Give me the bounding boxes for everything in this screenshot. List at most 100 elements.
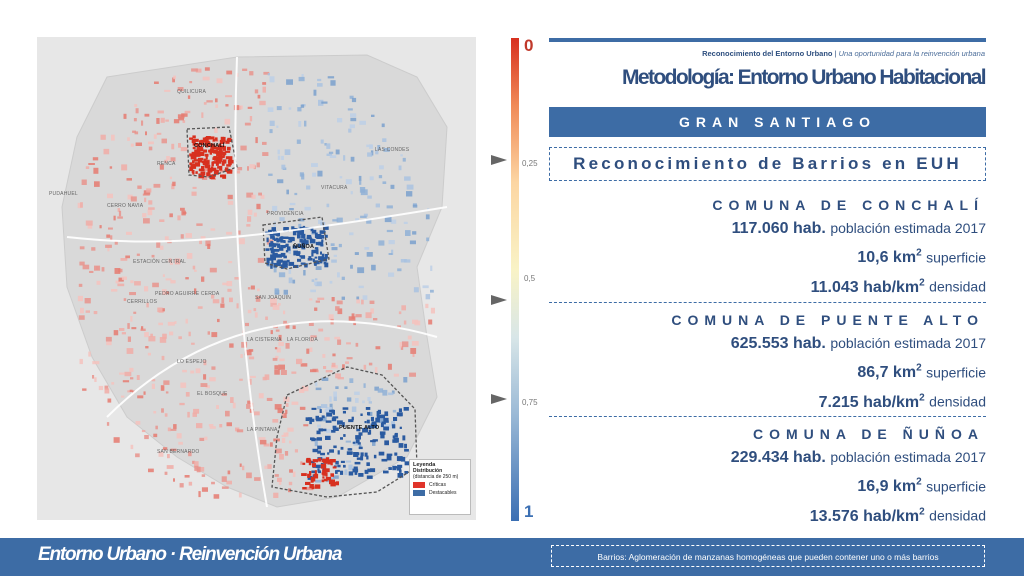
map-highlight-block xyxy=(311,249,317,253)
map-block xyxy=(106,234,111,238)
map-highlight-block xyxy=(212,161,218,164)
map-block xyxy=(246,472,252,479)
map-highlight-block xyxy=(335,460,339,465)
map-highlight-block xyxy=(383,417,389,422)
map-block xyxy=(391,421,395,427)
map-block xyxy=(320,139,324,144)
map-highlight-block xyxy=(318,241,324,246)
color-scale-bar xyxy=(511,38,519,521)
map-block xyxy=(270,302,277,307)
map-block xyxy=(292,279,296,284)
map-block xyxy=(79,246,85,250)
map-highlight-block xyxy=(226,146,231,151)
header-subtitle-bold: Reconocimiento del Entorno Urbano xyxy=(702,49,833,58)
map-block xyxy=(398,311,402,315)
map-block xyxy=(203,102,207,105)
map-block xyxy=(88,351,91,357)
map-block xyxy=(164,413,168,417)
map-block xyxy=(359,180,362,185)
map-block xyxy=(277,477,282,482)
map-highlight-block xyxy=(189,153,193,157)
map-highlight-block xyxy=(219,165,223,171)
map-block xyxy=(207,243,211,249)
map-block xyxy=(278,272,286,278)
map-block xyxy=(111,289,118,292)
map-block xyxy=(221,486,229,489)
map-highlight-block xyxy=(332,416,339,419)
map-block xyxy=(162,308,165,312)
map-highlight-block xyxy=(197,157,204,161)
map-block xyxy=(391,249,394,255)
map-block xyxy=(130,377,134,380)
map-highlight-block xyxy=(366,455,369,460)
map-highlight-block xyxy=(380,434,385,439)
map-block xyxy=(157,110,164,114)
map-highlight-block xyxy=(322,476,325,479)
map-highlight-block xyxy=(324,234,328,238)
map-label-las-condes: LAS CONDES xyxy=(375,147,410,153)
map-highlight-block xyxy=(325,459,329,464)
map-block xyxy=(365,312,372,319)
map-highlight-block xyxy=(394,433,398,438)
map-block xyxy=(374,367,378,373)
map-block xyxy=(249,116,253,122)
density-value: 11.043 hab/km xyxy=(810,278,920,296)
map-block xyxy=(256,162,260,168)
map-block xyxy=(266,239,274,245)
map-highlight-block xyxy=(322,257,328,262)
map-highlight-block xyxy=(215,162,219,166)
map-highlight-block xyxy=(394,452,398,456)
map-block xyxy=(327,76,335,79)
map-block xyxy=(244,349,252,356)
map-block xyxy=(172,181,176,187)
map-highlight-block xyxy=(314,484,321,489)
map-highlight-block xyxy=(397,473,404,478)
map-highlight-block xyxy=(348,419,354,423)
map-block xyxy=(181,210,186,216)
population-value: 117.060 hab. xyxy=(731,220,826,237)
map-block xyxy=(236,429,244,433)
map-block xyxy=(77,202,82,209)
map-highlight-block xyxy=(199,140,205,146)
map-block xyxy=(366,252,373,257)
map-block xyxy=(248,378,252,385)
map-highlight-block xyxy=(310,227,314,232)
map-block xyxy=(272,305,280,310)
map-block xyxy=(392,409,397,413)
map-block xyxy=(78,315,85,320)
area-value: 10,6 km xyxy=(857,249,917,267)
map-block xyxy=(93,311,98,315)
map-block xyxy=(226,281,233,287)
map-block xyxy=(323,366,327,369)
map-block xyxy=(403,377,408,383)
map-block xyxy=(318,328,324,332)
map-block xyxy=(185,318,188,324)
map-label-el-bosque: EL BOSQUE xyxy=(197,391,228,397)
map-block xyxy=(111,134,115,141)
map-block xyxy=(192,186,197,189)
map-highlight-block xyxy=(193,138,199,142)
map-highlight-block xyxy=(323,225,329,230)
map-block xyxy=(211,481,215,485)
map-highlight-block xyxy=(306,458,311,463)
footer-note: Barrios: Aglomeración de manzanas homogé… xyxy=(551,545,985,567)
map-highlight-block xyxy=(366,419,370,424)
map-block xyxy=(238,238,245,245)
map-block xyxy=(239,463,242,467)
gran-santiago-band: GRAN SANTIAGO xyxy=(549,107,986,137)
map-block xyxy=(326,203,330,208)
map-block xyxy=(348,128,352,133)
map-block xyxy=(359,444,362,447)
map-block xyxy=(412,231,417,235)
map-block xyxy=(160,117,165,123)
map-block xyxy=(282,413,287,418)
map-highlight-block xyxy=(316,437,322,441)
map-block xyxy=(306,185,311,190)
map-block xyxy=(104,388,110,394)
map-block xyxy=(336,300,343,305)
map-block xyxy=(143,391,146,395)
map-block xyxy=(180,234,184,239)
map-block xyxy=(361,299,364,305)
map-block xyxy=(179,483,184,488)
map-block xyxy=(288,248,291,254)
